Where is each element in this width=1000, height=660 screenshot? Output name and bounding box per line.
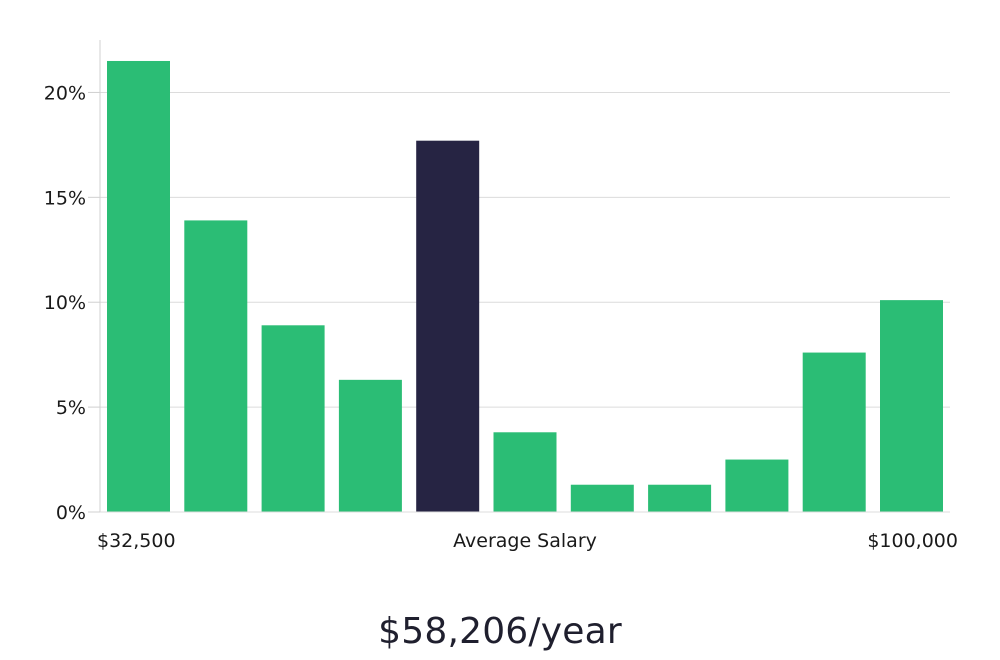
bar-layer <box>107 60 943 513</box>
y-tick-label: 15% <box>44 187 86 209</box>
bar <box>725 459 789 512</box>
bar <box>570 484 634 512</box>
bar <box>802 352 866 512</box>
bar <box>107 60 170 512</box>
bar <box>338 379 402 512</box>
bar <box>648 484 712 512</box>
bar <box>880 300 943 512</box>
label-layer: $32,500 Average Salary $100,000 <box>97 530 958 552</box>
chart-svg: 0% 5% 10% 15% 20% $32,500 Average Salary $10… <box>44 40 958 552</box>
bar <box>184 220 248 513</box>
bar <box>261 325 325 512</box>
y-tick-label: 0% <box>56 502 86 524</box>
y-tick-label: 20% <box>44 82 86 104</box>
salary-distribution-chart: 0% 5% 10% 15% 20% $32,500 Average Salary $10… <box>44 40 958 552</box>
x-label-max-salary: $100,000 <box>867 530 958 552</box>
y-tick-label: 10% <box>44 292 86 314</box>
axis-layer: 0% 5% 10% 15% 20% <box>44 40 950 524</box>
x-label-average-salary: Average Salary <box>453 530 597 552</box>
bar-average-salary-bucket <box>416 140 480 512</box>
bar <box>493 432 557 512</box>
y-tick-label: 5% <box>56 397 86 419</box>
x-label-min-salary: $32,500 <box>97 530 176 552</box>
average-salary-value: $58,206/year <box>378 611 622 652</box>
